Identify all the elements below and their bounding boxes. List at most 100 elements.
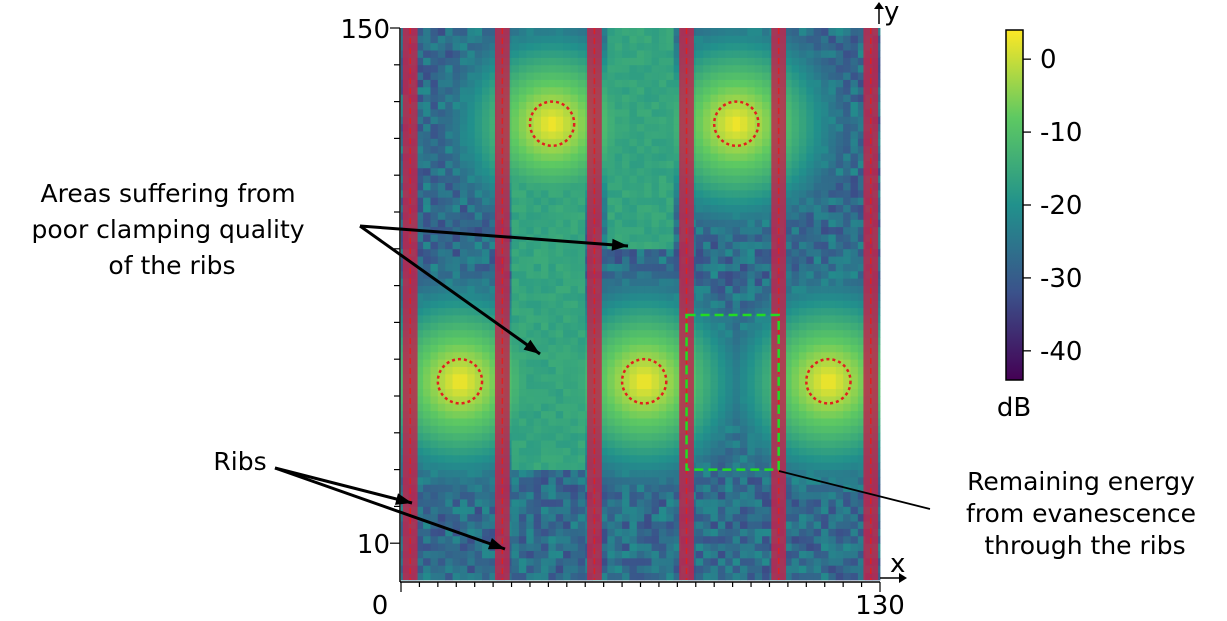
heatmap-cell <box>622 403 630 412</box>
heatmap-cell <box>599 315 608 323</box>
heatmap-cell <box>629 241 638 250</box>
heatmap-cell <box>430 329 439 338</box>
heatmap-cell <box>541 167 549 176</box>
heatmap-cell <box>511 42 520 51</box>
heatmap-cell <box>622 535 630 544</box>
heatmap-cell <box>518 131 527 139</box>
heatmap-cell <box>541 256 549 264</box>
heatmap-cell <box>710 212 719 220</box>
heatmap-cell <box>548 557 557 566</box>
heatmap-cell <box>629 197 638 206</box>
heatmap-cell <box>482 182 490 191</box>
heatmap-cell <box>703 86 711 95</box>
heatmap-cell <box>445 35 453 44</box>
heatmap-cell <box>607 263 616 272</box>
heatmap-cell <box>577 447 586 456</box>
heatmap-cell <box>747 440 756 448</box>
heatmap-cell <box>784 476 792 485</box>
heatmap-cell <box>614 418 623 426</box>
heatmap-cell <box>607 535 616 544</box>
heatmap-cell <box>695 285 704 294</box>
heatmap-cell <box>857 219 866 228</box>
heatmap-cell <box>459 189 468 198</box>
heatmap-cell <box>843 248 851 257</box>
heatmap-cell <box>518 57 527 66</box>
heatmap-cell <box>415 528 424 537</box>
heatmap-cell <box>828 182 837 191</box>
heatmap-cell <box>570 123 579 132</box>
heatmap-cell <box>754 278 763 286</box>
heatmap-cell <box>828 543 837 551</box>
heatmap-cell <box>703 454 711 463</box>
heatmap-cell <box>821 550 829 559</box>
heatmap-cell <box>725 535 734 544</box>
heatmap-cell <box>467 528 476 537</box>
heatmap-cell <box>518 175 527 183</box>
heatmap-cell <box>629 256 638 264</box>
heatmap-cell <box>710 432 719 441</box>
heatmap-cell <box>857 263 866 272</box>
heatmap-cell <box>430 270 439 279</box>
heatmap-cell <box>430 153 439 161</box>
heatmap-cell <box>717 543 726 551</box>
heatmap-cell <box>754 440 763 448</box>
heatmap-cell <box>754 189 763 198</box>
heatmap-cell <box>577 418 586 426</box>
heatmap-cell <box>798 153 807 161</box>
heatmap-cell <box>710 535 719 544</box>
heatmap-cell <box>658 219 667 228</box>
annotation-arrows <box>274 224 931 551</box>
heatmap-cell <box>725 491 734 500</box>
heatmap-cell <box>489 322 498 331</box>
heatmap-cell <box>717 285 726 294</box>
heatmap-cell <box>673 337 682 345</box>
heatmap-cell <box>563 86 571 95</box>
heatmap-cell <box>732 182 741 191</box>
heatmap-cell <box>423 189 431 198</box>
heatmap-cell <box>695 219 704 228</box>
heatmap-cell <box>695 145 704 154</box>
heatmap-cell <box>577 145 586 154</box>
heatmap-cell <box>555 263 564 272</box>
heatmap-cell <box>482 256 490 264</box>
heatmap-cell <box>518 79 527 88</box>
heatmap-cell <box>717 476 726 485</box>
heatmap-cell <box>459 535 468 544</box>
heatmap-cell <box>857 506 866 515</box>
heatmap-cell <box>430 256 439 264</box>
heatmap-cell <box>747 550 756 559</box>
heatmap-cell <box>437 425 446 434</box>
heatmap-cell <box>629 396 638 404</box>
heatmap-cell <box>725 572 734 581</box>
heatmap-cell <box>452 476 461 485</box>
heatmap-cell <box>754 64 763 73</box>
heatmap-cell <box>614 322 623 331</box>
heatmap-cell <box>629 189 638 198</box>
heatmap-cell <box>739 226 748 235</box>
heatmap-cell <box>798 440 807 448</box>
heatmap-cell <box>467 204 476 213</box>
heatmap-cell <box>717 447 726 456</box>
heatmap-cell <box>467 366 476 375</box>
heatmap-cell <box>526 50 535 58</box>
heatmap-cell <box>467 278 476 286</box>
heatmap-cell <box>555 270 564 279</box>
heatmap-cell <box>857 550 866 559</box>
heatmap-cell <box>703 35 711 44</box>
heatmap-cell <box>857 64 866 73</box>
heatmap-cell <box>835 337 844 345</box>
heatmap-cell <box>658 101 667 110</box>
heatmap-cell <box>467 410 476 419</box>
heatmap-cell <box>703 42 711 51</box>
heatmap-cell <box>828 337 837 345</box>
heatmap-cell <box>563 550 571 559</box>
heatmap-cell <box>843 35 851 44</box>
heatmap-cell <box>651 241 660 250</box>
heatmap-cell <box>599 476 608 485</box>
heatmap-cell <box>415 469 424 478</box>
heatmap-cell <box>732 123 741 132</box>
heatmap-cell <box>423 79 431 88</box>
heatmap-cell <box>563 28 571 36</box>
heatmap-cell <box>747 491 756 500</box>
heatmap-cell <box>563 425 571 434</box>
